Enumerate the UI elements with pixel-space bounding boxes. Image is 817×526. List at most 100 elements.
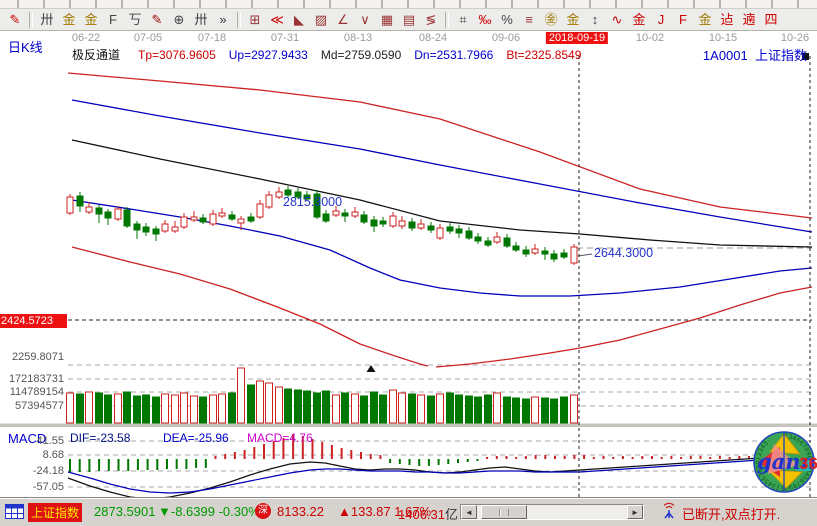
permille-icon[interactable]: ‰	[478, 12, 492, 27]
volume-bar	[550, 398, 558, 424]
candlestick	[171, 226, 179, 232]
volume-bar	[484, 394, 492, 424]
volume-bar	[256, 380, 264, 424]
date-label: 10-15	[708, 32, 738, 44]
gold-circle-icon[interactable]: ㊎	[544, 12, 558, 27]
candlestick	[218, 212, 226, 217]
axis-label: 2259.8071	[12, 351, 64, 363]
pencil-draw-icon[interactable]: ✎	[9, 12, 21, 27]
j-angle-icon[interactable]: J	[657, 12, 665, 27]
volume-bar	[398, 392, 406, 424]
annotation-leader	[577, 253, 593, 257]
connection-antenna-icon[interactable]	[660, 502, 678, 520]
candlestick	[370, 219, 378, 227]
candlestick	[180, 216, 188, 228]
shenzhen-badge[interactable]: 深	[255, 503, 271, 519]
lined-box-tool-icon[interactable]: ▤	[402, 12, 416, 27]
candlestick	[161, 223, 169, 232]
indicator-value: Md=2759.0590	[320, 48, 402, 62]
levels-icon[interactable]: ≡	[525, 12, 533, 27]
date-label: 07-18	[197, 32, 227, 44]
index-name-badge[interactable]: 上证指数	[28, 503, 83, 522]
hook-grid-icon[interactable]: 丂	[128, 12, 142, 27]
candlestick	[152, 228, 160, 235]
candlestick	[275, 191, 283, 198]
fan-tool-icon[interactable]: ◣	[294, 12, 304, 27]
circle-grid-icon[interactable]: ⊕	[173, 12, 185, 27]
candlestick	[142, 226, 150, 233]
candlestick	[303, 194, 311, 200]
candlestick	[237, 218, 245, 224]
grid-box-tool-icon[interactable]: ▦	[380, 12, 394, 27]
speed-line-icon[interactable]: 迠	[720, 12, 734, 27]
candlestick	[484, 240, 492, 246]
kline-grid-icon[interactable]: 卅	[40, 12, 54, 27]
scale-icon[interactable]: ⌗	[459, 12, 467, 27]
gold-angle-icon[interactable]: 金	[698, 12, 712, 27]
price-annotation: 2815.3000	[283, 195, 342, 209]
candlestick	[76, 195, 84, 207]
candlestick	[228, 214, 236, 220]
gold-red-icon[interactable]: 金	[632, 12, 646, 27]
volume-bar	[66, 392, 74, 424]
candlestick	[408, 221, 416, 229]
f-angle-icon[interactable]: F	[679, 12, 687, 27]
candlestick	[209, 213, 217, 225]
volume-bar	[322, 390, 330, 424]
current-date-label: 2018-09-19	[545, 32, 609, 44]
scroll-left-arrow[interactable]: ◄	[461, 505, 477, 519]
volume-bar	[104, 394, 112, 424]
macd-dea-value: DEA=-25.96	[163, 431, 229, 445]
rays-tool-icon[interactable]: ≪	[270, 12, 284, 27]
wave-icon[interactable]: ∿	[611, 12, 623, 27]
candlestick	[493, 236, 501, 243]
volume-bar	[455, 394, 463, 424]
axis-label: 114789154	[9, 386, 64, 398]
clipped-toolbar-row	[0, 0, 817, 9]
pencil-grid-icon[interactable]: ✎	[151, 12, 163, 27]
toolbar-separator	[445, 11, 449, 28]
hatch-box-tool-icon[interactable]: ▨	[314, 12, 328, 27]
volume-bar	[95, 392, 103, 424]
gold-lines-icon[interactable]: 金	[566, 12, 580, 27]
candlestick	[332, 210, 340, 216]
candlestick	[256, 203, 264, 218]
volume-bar	[228, 392, 236, 424]
volume-bar	[360, 395, 368, 424]
channel-line-md	[71, 139, 813, 248]
volume-bar	[123, 391, 131, 424]
down-triangle-icon: ▼	[158, 504, 171, 519]
toolbar-overflow-chevron[interactable]: »	[219, 12, 227, 27]
gann-box-icon[interactable]: 遖	[742, 12, 756, 27]
hash-grid-icon[interactable]: 卅	[194, 12, 208, 27]
percent-icon[interactable]: %	[501, 12, 513, 27]
gold-grid-icon[interactable]: 金	[62, 12, 76, 27]
volume-bar	[237, 367, 245, 424]
logo-text-gann: gann	[757, 449, 816, 474]
index-change: ▼-8.6399 -0.30%	[158, 504, 260, 519]
quote-table-icon[interactable]	[5, 504, 24, 519]
macd-pane-title[interactable]: MACD	[8, 431, 47, 446]
horizontal-scrollbar[interactable]: ◄ ►	[460, 504, 644, 520]
volume-bar	[190, 395, 198, 424]
channel-line-up	[71, 99, 813, 233]
updown-icon[interactable]: ↕	[591, 12, 599, 27]
candlestick	[123, 209, 131, 227]
scroll-right-arrow[interactable]: ►	[627, 505, 643, 519]
vee-tool-icon[interactable]: ∨	[360, 12, 370, 27]
f-grid-icon[interactable]: F	[109, 12, 117, 27]
candlestick	[550, 253, 558, 260]
scrollbar-thumb[interactable]	[481, 505, 527, 519]
volume-bar	[446, 392, 454, 424]
channel-line-bt2	[435, 286, 813, 368]
gold-grid-icon-2[interactable]: 金	[84, 12, 98, 27]
volume-bar	[522, 398, 530, 424]
candlestick	[104, 211, 112, 219]
angle-tool-icon[interactable]: ∠	[337, 12, 349, 27]
zigzag-tool-icon[interactable]: ≶	[425, 12, 437, 27]
four-angle-icon[interactable]: 四	[764, 12, 778, 27]
up-triangle-icon: ▲	[338, 504, 351, 519]
volume-bar	[503, 396, 511, 424]
connection-status-text[interactable]: 已断开,双点打开.	[682, 507, 781, 522]
box-tool-icon[interactable]: ⊞	[249, 12, 261, 27]
